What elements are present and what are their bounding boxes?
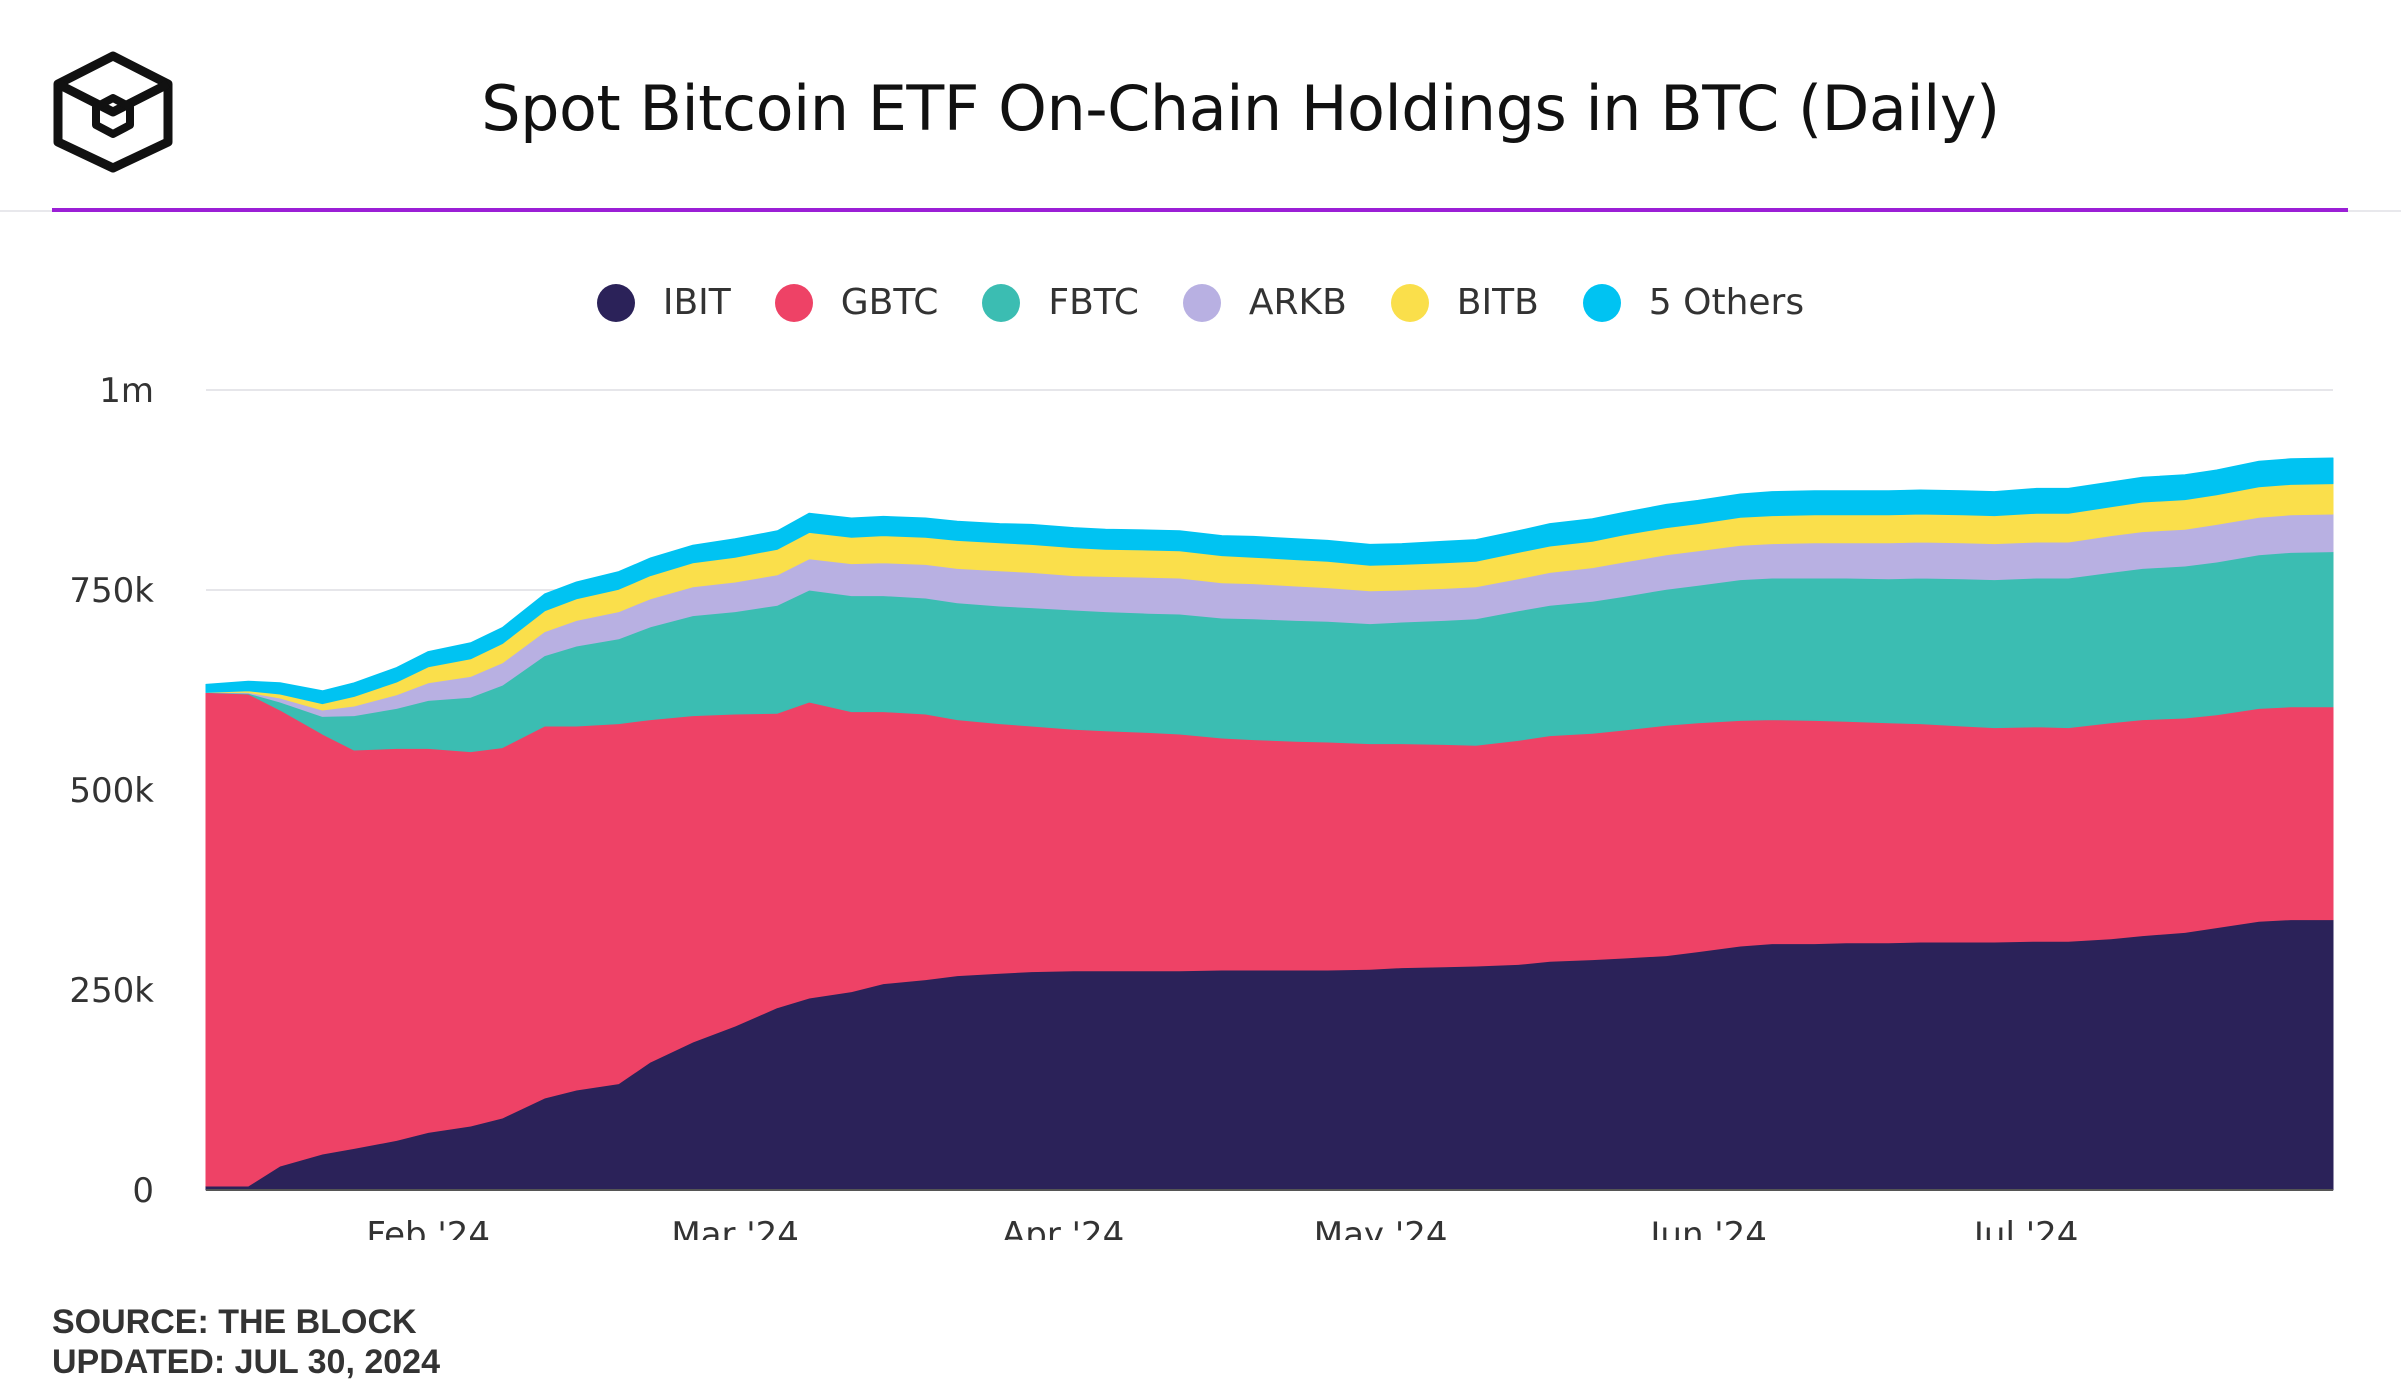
legend-swatch [982, 283, 1021, 322]
chart-title-text: Spot Bitcoin ETF On-Chain Holdings in BT… [481, 72, 2000, 145]
legend-item-arkb[interactable]: ARKB [1182, 282, 1347, 323]
area-5-others [205, 457, 2334, 705]
y-tick-label: 500k [69, 771, 154, 811]
legend-item-fbtc[interactable]: FBTC [982, 282, 1139, 323]
legend-swatch [1390, 283, 1429, 322]
legend-label: BITB [1456, 282, 1539, 323]
x-tick-label: Mar '24 [671, 1215, 799, 1240]
accent-divider [52, 208, 2348, 212]
legend-item-gbtc[interactable]: GBTC [774, 282, 939, 323]
x-tick-label: Jun '24 [1648, 1215, 1767, 1240]
y-tick-label: 1m [99, 371, 154, 411]
legend-label: GBTC [840, 282, 939, 323]
legend-label: 5 Others [1648, 282, 1805, 323]
legend-label: ARKB [1248, 282, 1347, 323]
legend-item-5-others[interactable]: 5 Others [1582, 282, 1805, 323]
the-block-logo-icon [53, 51, 173, 173]
updated-text: UPDATED: JUL 30, 2024 [52, 1343, 440, 1381]
x-tick-label: Apr '24 [1002, 1215, 1124, 1240]
legend-item-bitb[interactable]: BITB [1390, 282, 1539, 323]
x-tick-label: Feb '24 [366, 1215, 490, 1240]
legend-swatch [596, 283, 635, 322]
y-tick-label: 250k [69, 971, 154, 1011]
chart-title: Spot Bitcoin ETF On-Chain Holdings in BT… [0, 72, 2401, 145]
legend: IBIT GBTC FBTC ARKB BITB 5 Others [0, 282, 2401, 323]
legend-swatch [1582, 283, 1621, 322]
legend-swatch [774, 283, 813, 322]
source-note: SOURCE: THE BLOCK UPDATED: JUL 30, 2024 [52, 1302, 440, 1382]
x-tick-label: Jul '24 [1972, 1215, 2078, 1240]
legend-item-ibit[interactable]: IBIT [596, 282, 731, 323]
source-text: SOURCE: THE BLOCK [52, 1303, 417, 1341]
legend-label: IBIT [662, 282, 731, 323]
y-tick-label: 750k [69, 571, 154, 611]
legend-label: FBTC [1048, 282, 1139, 323]
stacked-area-chart: 0 250k 500k 750k 1m Feb '24 Mar '24 Apr '24 May … [69, 371, 2334, 1240]
legend-swatch [1182, 283, 1221, 322]
x-tick-label: May '24 [1314, 1215, 1448, 1240]
y-tick-label: 0 [132, 1171, 154, 1211]
